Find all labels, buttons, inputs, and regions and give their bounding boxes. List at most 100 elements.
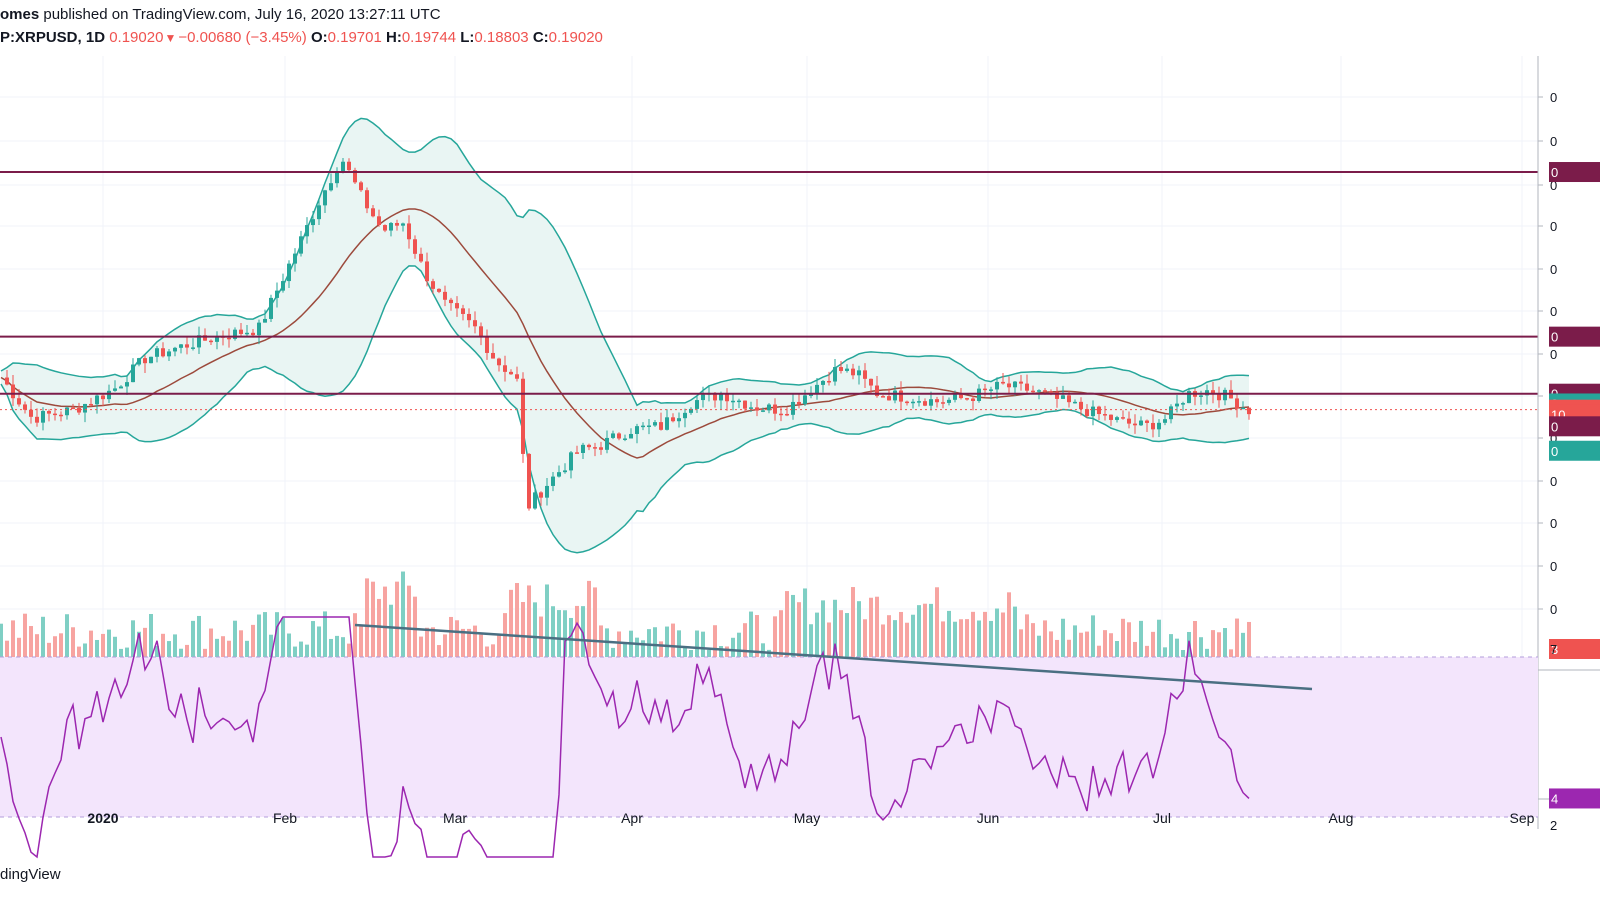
candle-body: [833, 367, 837, 382]
candle: [641, 422, 645, 431]
candle-body: [1073, 401, 1077, 404]
candle-body: [587, 444, 591, 448]
candle-body: [203, 335, 207, 341]
volume-bar: [425, 627, 429, 668]
time-axis-label: 2020: [87, 810, 118, 826]
candle: [605, 430, 609, 454]
volume-bar: [755, 615, 759, 668]
candle-body: [257, 322, 261, 336]
candle: [821, 380, 825, 393]
volume-bar: [1247, 621, 1251, 668]
volume-bar: [1085, 631, 1089, 668]
volume-bar: [785, 591, 789, 668]
candle-body: [143, 358, 147, 364]
time-axis-label: Mar: [443, 810, 467, 826]
volume-bar: [413, 596, 417, 668]
candle-body: [1043, 390, 1047, 392]
candle-body: [299, 236, 303, 254]
candle-body: [1157, 422, 1161, 430]
volume-bar: [191, 620, 195, 668]
price-badge: 0: [1549, 162, 1600, 183]
candle: [905, 400, 909, 406]
candle-body: [323, 190, 327, 206]
candle: [269, 294, 273, 323]
volume-bar: [89, 630, 93, 668]
candle: [611, 430, 615, 440]
bollinger-lower-line: [0, 265, 1250, 554]
author-name[interactable]: omes: [0, 6, 40, 23]
candle: [1073, 399, 1077, 404]
candle-body: [1127, 418, 1131, 424]
candle-body: [1001, 381, 1005, 384]
volume-bar: [29, 626, 33, 668]
footer-brand[interactable]: dingView: [0, 866, 61, 883]
candle: [545, 478, 549, 506]
candle: [725, 388, 729, 411]
candle-body: [671, 417, 675, 422]
volume-bar: [221, 636, 225, 668]
candle: [215, 331, 219, 350]
candle: [245, 325, 249, 338]
candle: [767, 403, 771, 414]
candle-body: [593, 447, 597, 449]
candle-body: [1049, 391, 1053, 393]
candle-body: [389, 222, 393, 231]
candle-body: [569, 452, 573, 471]
candle: [23, 401, 27, 414]
volume-bar: [443, 634, 447, 668]
candle: [701, 386, 705, 408]
volume-bar: [629, 630, 633, 668]
candle-body: [245, 332, 249, 335]
price-tick-label: 0: [1550, 559, 1557, 574]
candle: [677, 412, 681, 428]
candle-body: [1223, 389, 1227, 401]
candle-body: [845, 368, 849, 371]
candle-body: [149, 356, 153, 364]
candle: [347, 158, 351, 173]
candle: [581, 442, 585, 460]
candle-body: [1217, 394, 1221, 401]
volume-bar: [455, 620, 459, 668]
candle-body: [575, 452, 579, 454]
high-label: H:: [386, 29, 402, 46]
candle-body: [923, 401, 927, 406]
candle-body: [689, 408, 693, 413]
candle-body: [875, 385, 879, 397]
candle-body: [239, 329, 243, 334]
candle-body: [1097, 406, 1101, 415]
volume-bar: [569, 617, 573, 668]
candle-body: [1055, 391, 1059, 399]
candle-body: [497, 358, 501, 366]
candle: [323, 189, 327, 214]
candle: [461, 304, 465, 321]
volume-bars: [0, 571, 1251, 668]
rsi-axis-label: 7: [1550, 642, 1557, 657]
candle-body: [797, 401, 801, 405]
candle-body: [419, 253, 423, 262]
volume-bar: [1223, 628, 1227, 668]
candle-body: [59, 414, 63, 417]
volume-bar: [365, 578, 369, 668]
symbol-label[interactable]: P:XRPUSD, 1D: [0, 29, 106, 46]
candle: [17, 389, 21, 407]
volume-bar: [287, 633, 291, 668]
volume-bar: [53, 636, 57, 668]
candle-body: [11, 384, 15, 399]
candle-body: [155, 348, 159, 357]
time-axis-label: Apr: [621, 810, 643, 826]
candle-body: [269, 297, 273, 319]
volume-bar: [875, 596, 879, 668]
volume-bar: [335, 635, 339, 668]
volume-badge-bg: [1549, 639, 1600, 659]
candle: [929, 391, 933, 411]
candle-body: [869, 378, 873, 386]
candle-body: [557, 472, 561, 477]
price-tick-label: 0: [1550, 262, 1557, 277]
candle-body: [101, 395, 105, 400]
rsi-badge-bg: [1549, 788, 1600, 809]
candle: [1019, 374, 1023, 391]
volume-bar: [1073, 625, 1077, 668]
candle: [779, 406, 783, 422]
volume-bar: [1241, 632, 1245, 668]
